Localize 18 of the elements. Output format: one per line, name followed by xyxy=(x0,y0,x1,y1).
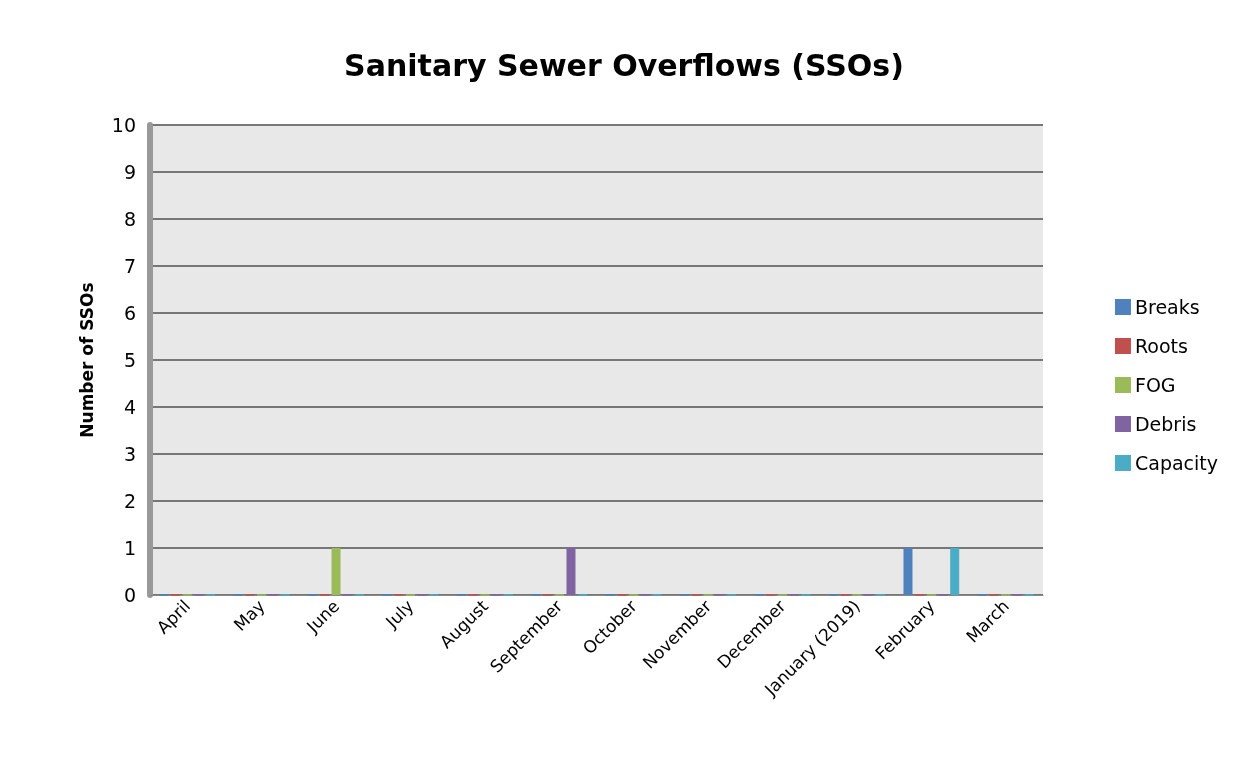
legend-label: FOG xyxy=(1134,374,1176,396)
y-tick-label: 4 xyxy=(123,396,136,418)
y-axis-title: Number of SSOs xyxy=(76,282,97,438)
chart-title: Sanitary Sewer Overflows (SSOs) xyxy=(344,47,904,83)
legend-label: Breaks xyxy=(1134,296,1200,318)
y-tick-label: 5 xyxy=(123,349,136,371)
y-tick-label: 2 xyxy=(123,490,136,512)
y-tick-label: 10 xyxy=(111,114,136,136)
y-tick-label: 0 xyxy=(123,584,136,606)
legend-label: Roots xyxy=(1134,335,1188,357)
y-tick-label: 3 xyxy=(123,443,136,465)
y-tick-label: 6 xyxy=(123,302,136,324)
legend-label: Capacity xyxy=(1134,452,1219,474)
y-tick-label: 9 xyxy=(123,161,136,183)
y-tick-label: 7 xyxy=(123,255,136,277)
y-tick-label: 1 xyxy=(123,537,136,559)
y-tick-label: 8 xyxy=(123,208,136,230)
legend-label: Debris xyxy=(1134,413,1197,435)
